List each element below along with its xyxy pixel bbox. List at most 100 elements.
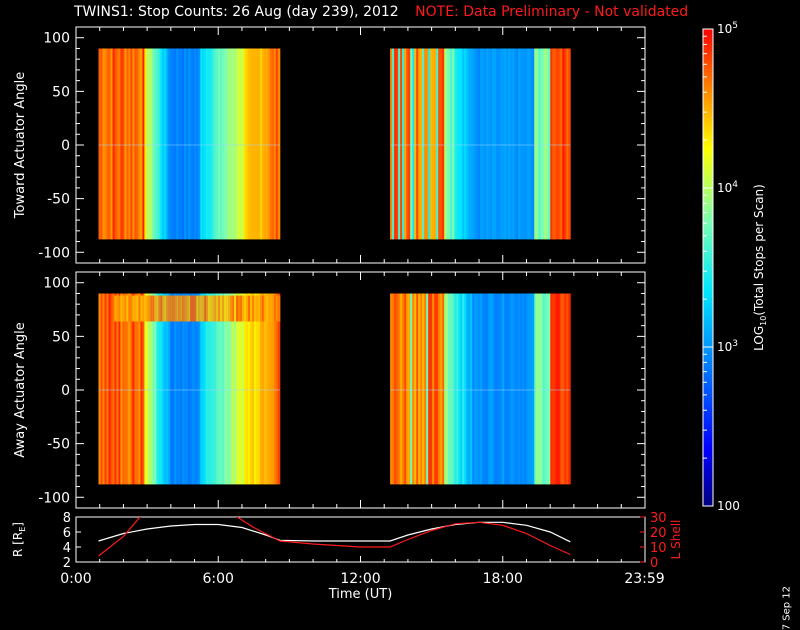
heatmap-column [275,48,279,240]
heatmap-band [254,295,257,322]
heatmap-band [180,295,183,322]
heatmap-column [554,48,557,240]
heatmap-band [252,295,255,322]
heatmap-column [532,293,535,485]
heatmap-column [184,293,187,485]
heatmap-column [556,293,559,485]
heatmap-column [462,293,465,485]
x-axis-label: Time (UT) [328,587,393,600]
heatmap-band [275,295,279,322]
heatmap-column [448,293,451,485]
heatmap-column [418,293,421,485]
heatmap-column [164,48,167,240]
heatmap-column [558,293,561,485]
heatmap-column [228,48,231,240]
heatmap-column [277,48,281,240]
heatmap-column [240,293,243,485]
heatmap-column [564,293,567,485]
heatmap-column [500,48,503,240]
heatmap-column [524,48,527,240]
heatmap-column [460,48,463,240]
heatmap-column [244,48,247,240]
heatmap-column [168,48,171,240]
heatmap-column [394,293,397,485]
heatmap-band [250,295,253,322]
heatmap-column [502,293,505,485]
orbit-left-label-close: ] [11,522,25,527]
heatmap-column [460,293,463,485]
heatmap-column [506,293,509,485]
heatmap-column [112,48,115,240]
heatmap-column [154,48,157,240]
heatmap-column [132,48,135,240]
heatmap-column [568,293,571,485]
heatmap-column [210,48,213,240]
y-tick-label: 50 [52,84,70,100]
orbit-left-tick-label: 8 [63,511,71,526]
y-tick-label: -50 [47,437,70,453]
heatmap-column [526,48,529,240]
heatmap-column [236,48,239,240]
heatmap-column [422,48,425,240]
heatmap-column [534,48,537,240]
heatmap-band [242,295,245,322]
heatmap-column [246,293,249,485]
heatmap-band [142,295,145,322]
heatmap-column [122,48,125,240]
heatmap-band [265,295,269,322]
heatmap-column [514,293,517,485]
orbit-frame [75,516,646,563]
heatmap-band [116,295,119,322]
heatmap-column [122,293,125,485]
heatmap-column [414,48,417,240]
heatmap-column [522,293,525,485]
heatmap-column [396,293,399,485]
heatmap-column [482,48,485,240]
heatmap-band [222,295,225,322]
heatmap-column [110,293,113,485]
heatmap-band [230,295,233,322]
y-axis-label: Away Actuator Angle [13,322,28,457]
heatmap-column [254,48,257,240]
chart-title: TWINS1: Stop Counts: 26 Aug (day 239), 2… [74,4,688,20]
heatmap-band [210,295,213,322]
heatmap-column [556,48,559,240]
heatmap-column [176,293,179,485]
heatmap-band [202,295,205,322]
colorbar-tick-label: 103 [717,339,738,354]
heatmap-band [246,295,249,322]
heatmap-band [170,295,173,322]
heatmap-column [454,48,457,240]
axes-layer: 100 50 0 -50 -100 Toward Actuator Angle 100 50 0… [13,26,646,509]
heatmap-column [106,293,109,485]
heatmap-column [178,293,181,485]
heatmap-column [476,293,479,485]
heatmap-column [160,293,163,485]
heatmap-column [468,293,471,485]
y-tick-label: 0 [61,138,70,154]
heatmap-column [240,48,243,240]
y-tick-label: -100 [38,245,70,261]
heatmap-column [470,48,473,240]
heatmap-column [422,293,425,485]
heatmap-column [468,48,471,240]
heatmap-column [464,293,467,485]
heatmap-column [254,293,257,485]
heatmap-column [226,293,229,485]
heatmap-column [142,48,145,240]
orbit-right-tick-label: 20 [650,526,667,541]
zero-line [390,389,571,391]
heatmap-column [265,293,269,485]
heatmap-band [192,295,195,322]
heatmap-column [412,293,415,485]
heatmap-column [466,48,469,240]
heatmap-column [196,48,199,240]
heatmap-block [98,48,281,240]
heatmap-column [480,48,483,240]
heatmap-column [440,48,443,240]
heatmap-column [200,48,203,240]
heatmap-band [232,295,235,322]
heatmap-column [568,48,571,240]
heatmap-column [472,48,475,240]
heatmap-band [244,295,247,322]
